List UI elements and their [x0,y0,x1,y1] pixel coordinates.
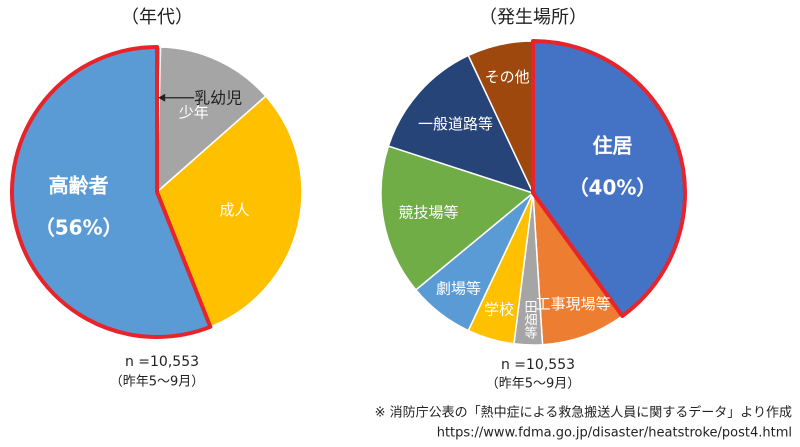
value-label: （56%） [35,215,123,239]
pie-slice [156,46,267,193]
slice-label: 学校 [484,300,514,318]
value-label: （40%） [569,176,657,200]
chart-title: （発生場所） [479,7,587,28]
slice-label: 成人 [220,201,250,219]
source-note: ※ 消防庁公表の「熱中症による救急搬送人員に関するデータ」より作成 [375,405,792,421]
annotation: n =10,553 [501,357,575,373]
source-url: https://www.fdma.go.jp/disaster/heatstro… [437,426,792,441]
slice-label: 少年 [179,104,209,122]
slice-label: 田畑等 [521,300,537,339]
slice-label: その他 [485,68,530,86]
pie-slice [531,39,687,318]
annotation: （昨年5～9月） [110,375,205,390]
slice-label: 劇場等 [436,280,481,298]
pie-slice [380,145,534,291]
slice-label: 一般道路等 [418,115,493,133]
slice-label: 工事現場等 [536,295,611,313]
annotation: （昨年5～9月） [486,377,581,392]
slice-label: 乳幼児 [194,88,242,107]
pie-slice [10,45,213,339]
arrow-head [158,93,166,102]
chart-title: （年代） [121,7,193,28]
slice-label: 住居 [593,134,633,158]
slice-label: 高齢者 [49,173,109,197]
pie-slice [387,54,534,194]
pie-slice [156,95,303,328]
slice-label: 競技場等 [398,203,458,221]
annotation: n =10,553 [125,354,199,370]
